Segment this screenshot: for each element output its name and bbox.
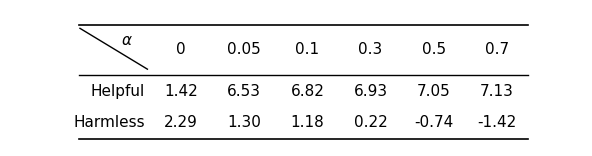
Text: -1.42: -1.42 [477, 115, 516, 130]
Text: 0: 0 [176, 42, 186, 57]
Text: 0.3: 0.3 [358, 42, 382, 57]
Text: 6.93: 6.93 [353, 84, 388, 99]
Text: 0.05: 0.05 [227, 42, 261, 57]
Text: 1.18: 1.18 [291, 115, 324, 130]
Text: Helpful: Helpful [91, 84, 145, 99]
Text: α: α [122, 33, 132, 48]
Text: 6.53: 6.53 [227, 84, 261, 99]
Text: -0.74: -0.74 [414, 115, 453, 130]
Text: 6.82: 6.82 [291, 84, 324, 99]
Text: 0.22: 0.22 [353, 115, 387, 130]
Text: 0.7: 0.7 [485, 42, 509, 57]
Text: 0.5: 0.5 [422, 42, 446, 57]
Text: 2.29: 2.29 [165, 115, 198, 130]
Text: 0.1: 0.1 [295, 42, 320, 57]
Text: 7.05: 7.05 [417, 84, 451, 99]
Text: Harmless: Harmless [73, 115, 145, 130]
Text: 7.13: 7.13 [480, 84, 514, 99]
Text: 1.30: 1.30 [227, 115, 261, 130]
Text: 1.42: 1.42 [165, 84, 198, 99]
